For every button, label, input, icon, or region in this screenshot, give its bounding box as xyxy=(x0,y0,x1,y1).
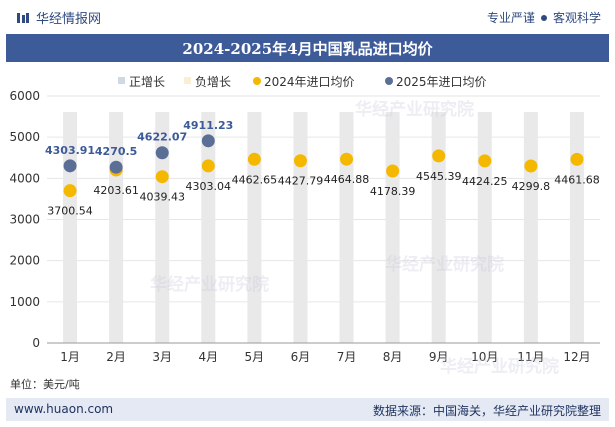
data-label-2024: 4039.43 xyxy=(139,191,185,204)
legend-label: 2025年进口均价 xyxy=(396,75,487,89)
data-label-2024: 4545.39 xyxy=(416,170,462,183)
y-tick-label: 3000 xyxy=(9,213,40,227)
footer: www.huaon.com 数据来源：中国海关，华经产业研究院整理 xyxy=(6,398,609,421)
point-2025 xyxy=(63,159,77,173)
growth-bar xyxy=(385,112,400,343)
data-label-2024: 4427.79 xyxy=(278,175,324,188)
data-label-2025: 4270.5 xyxy=(95,145,137,158)
growth-bar xyxy=(477,112,492,343)
growth-bar xyxy=(247,112,262,343)
data-label-2024: 4461.68 xyxy=(554,173,600,186)
growth-bar xyxy=(569,112,584,343)
legend-label: 2024年进口均价 xyxy=(264,75,355,89)
data-label-2025: 4303.91 xyxy=(45,144,95,157)
x-tick-label: 7月 xyxy=(337,350,357,364)
data-label-2024: 4299.8 xyxy=(512,180,551,193)
y-tick-label: 0 xyxy=(32,336,40,350)
data-label-2024: 3700.54 xyxy=(47,205,93,218)
y-tick-label: 1000 xyxy=(9,295,40,309)
data-label-2024: 4424.25 xyxy=(462,175,508,188)
x-tick-label: 12月 xyxy=(563,350,590,364)
data-label-2025: 4911.23 xyxy=(183,119,233,132)
legend-label: 正增长 xyxy=(129,75,165,89)
x-tick-label: 6月 xyxy=(291,350,311,364)
legend-marker xyxy=(385,77,393,85)
x-tick-label: 9月 xyxy=(429,350,449,364)
brand-logo-icon xyxy=(17,12,29,23)
data-label-2024: 4464.88 xyxy=(324,173,370,186)
y-tick-label: 4000 xyxy=(9,171,40,185)
y-tick-label: 6000 xyxy=(9,89,40,103)
brand: 华经情报网 xyxy=(16,8,101,27)
point-2024 xyxy=(432,149,446,163)
growth-bar xyxy=(155,112,170,343)
data-label-2025: 4622.07 xyxy=(137,131,187,144)
point-2025 xyxy=(109,160,123,174)
legend-swatch xyxy=(118,77,125,84)
data-label-2024: 4303.04 xyxy=(186,180,232,193)
point-2024 xyxy=(340,152,354,166)
top-bar: 华经情报网 专业严谨 客观科学 xyxy=(0,0,615,34)
growth-bar xyxy=(293,112,308,343)
chart-title: 2024-2025年4月中国乳品进口均价 xyxy=(182,39,433,58)
point-2025 xyxy=(201,134,215,148)
x-tick-label: 11月 xyxy=(517,350,544,364)
point-2025 xyxy=(155,146,169,160)
bullet-icon xyxy=(540,14,547,21)
data-label-2024: 4462.65 xyxy=(232,173,278,186)
footer-site: www.huaon.com xyxy=(14,402,114,416)
legend-label: 负增长 xyxy=(195,75,231,89)
y-tick-label: 2000 xyxy=(9,254,40,268)
x-tick-label: 8月 xyxy=(383,350,403,364)
unit-label: 单位：美元/吨 xyxy=(10,378,80,391)
brand-name: 华经情报网 xyxy=(36,12,102,27)
x-tick-label: 5月 xyxy=(245,350,265,364)
point-2024 xyxy=(63,184,77,198)
point-2024 xyxy=(293,154,307,168)
point-2024 xyxy=(247,152,261,166)
x-tick-label: 4月 xyxy=(198,350,218,364)
x-tick-label: 10月 xyxy=(471,350,498,364)
data-label-2024: 4178.39 xyxy=(370,185,416,198)
growth-bar xyxy=(431,112,446,343)
data-label-2024: 4203.61 xyxy=(93,184,139,197)
point-2024 xyxy=(386,164,400,178)
y-tick-label: 5000 xyxy=(9,130,40,144)
x-tick-label: 3月 xyxy=(152,350,172,364)
growth-bar xyxy=(339,112,354,343)
legend-marker xyxy=(253,77,261,85)
point-2024 xyxy=(570,152,584,166)
x-tick-label: 1月 xyxy=(60,350,80,364)
slogan-left: 专业严谨 xyxy=(486,11,535,25)
footer-source: 数据来源：中国海关，华经产业研究院整理 xyxy=(372,404,601,418)
slogan-right: 客观科学 xyxy=(552,11,601,25)
growth-bar xyxy=(523,112,538,343)
x-tick-label: 2月 xyxy=(106,350,126,364)
legend-swatch xyxy=(184,77,191,84)
chart: 0 1000 2000 3000 4000 5000 6000 1月 2月 3月 4月 5月 6月 7月 8… xyxy=(9,75,600,364)
point-2024 xyxy=(155,170,169,184)
point-2024 xyxy=(478,154,492,168)
slogan: 专业严谨 客观科学 xyxy=(487,9,601,26)
title-bar: 2024-2025年4月中国乳品进口均价 xyxy=(6,34,609,62)
point-2024 xyxy=(201,159,215,173)
point-2024 xyxy=(524,159,538,173)
